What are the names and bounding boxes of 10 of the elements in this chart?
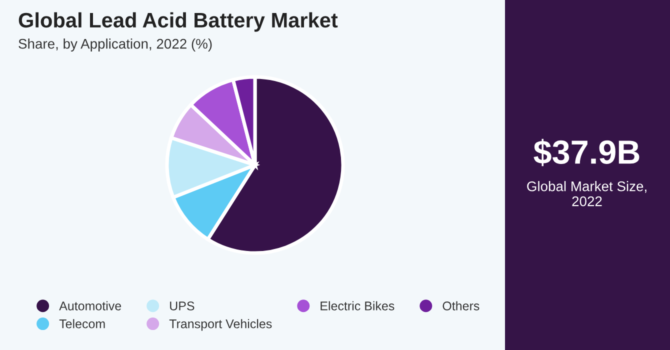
legend-label: Automotive <box>59 301 122 310</box>
legend-label: Others <box>442 301 480 310</box>
legend-label: UPS <box>170 302 194 310</box>
chart-title: Global Lead Acid Battery Market <box>18 12 338 32</box>
legend-label: Telecom <box>59 319 105 328</box>
legend-label: Transport Vehicles <box>169 319 272 331</box>
text: Global Market Size, 2022 <box>527 181 646 206</box>
text: $37.9B <box>534 138 640 166</box>
chart-subtitle: Share, by Application, 2022 (%) <box>18 38 212 52</box>
legend-label: Electric Bikes <box>320 301 394 310</box>
